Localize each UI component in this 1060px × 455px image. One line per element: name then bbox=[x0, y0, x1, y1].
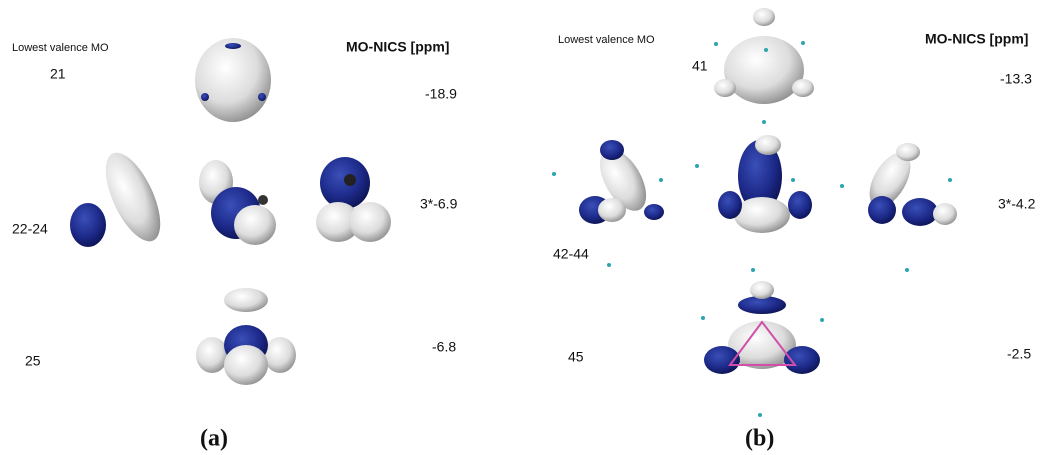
nics-value: -2.5 bbox=[1007, 346, 1031, 362]
figure: Lowest valence MO MO-NICS [ppm] 21 -18.9… bbox=[0, 0, 1060, 455]
nics-value: -18.9 bbox=[425, 86, 457, 102]
mo-header: Lowest valence MO bbox=[12, 42, 109, 54]
mo-label: 25 bbox=[25, 353, 41, 369]
nics-value: 3*-4.2 bbox=[998, 196, 1036, 212]
orbital-41 bbox=[714, 8, 814, 104]
orbital-22-24 bbox=[70, 145, 391, 249]
orbital-21 bbox=[195, 38, 271, 122]
mo-label: 41 bbox=[692, 58, 708, 74]
orbital-25 bbox=[196, 288, 296, 385]
nics-value: 3*-6.9 bbox=[420, 196, 458, 212]
nics-value: -6.8 bbox=[432, 339, 456, 355]
nics-header: MO-NICS [ppm] bbox=[346, 39, 449, 55]
mo-label: 45 bbox=[568, 349, 584, 365]
orbital-42-44 bbox=[552, 120, 957, 272]
nics-value: -13.3 bbox=[1000, 71, 1032, 87]
panel-caption: (b) bbox=[745, 426, 774, 452]
mo-label: 42-44 bbox=[553, 246, 589, 262]
mo-header: Lowest valence MO bbox=[558, 34, 655, 46]
orbital-45 bbox=[701, 268, 824, 417]
mo-label: 22-24 bbox=[12, 221, 48, 237]
mo-label: 21 bbox=[50, 66, 66, 82]
nics-header: MO-NICS [ppm] bbox=[925, 31, 1028, 47]
panel-caption: (a) bbox=[200, 426, 228, 452]
